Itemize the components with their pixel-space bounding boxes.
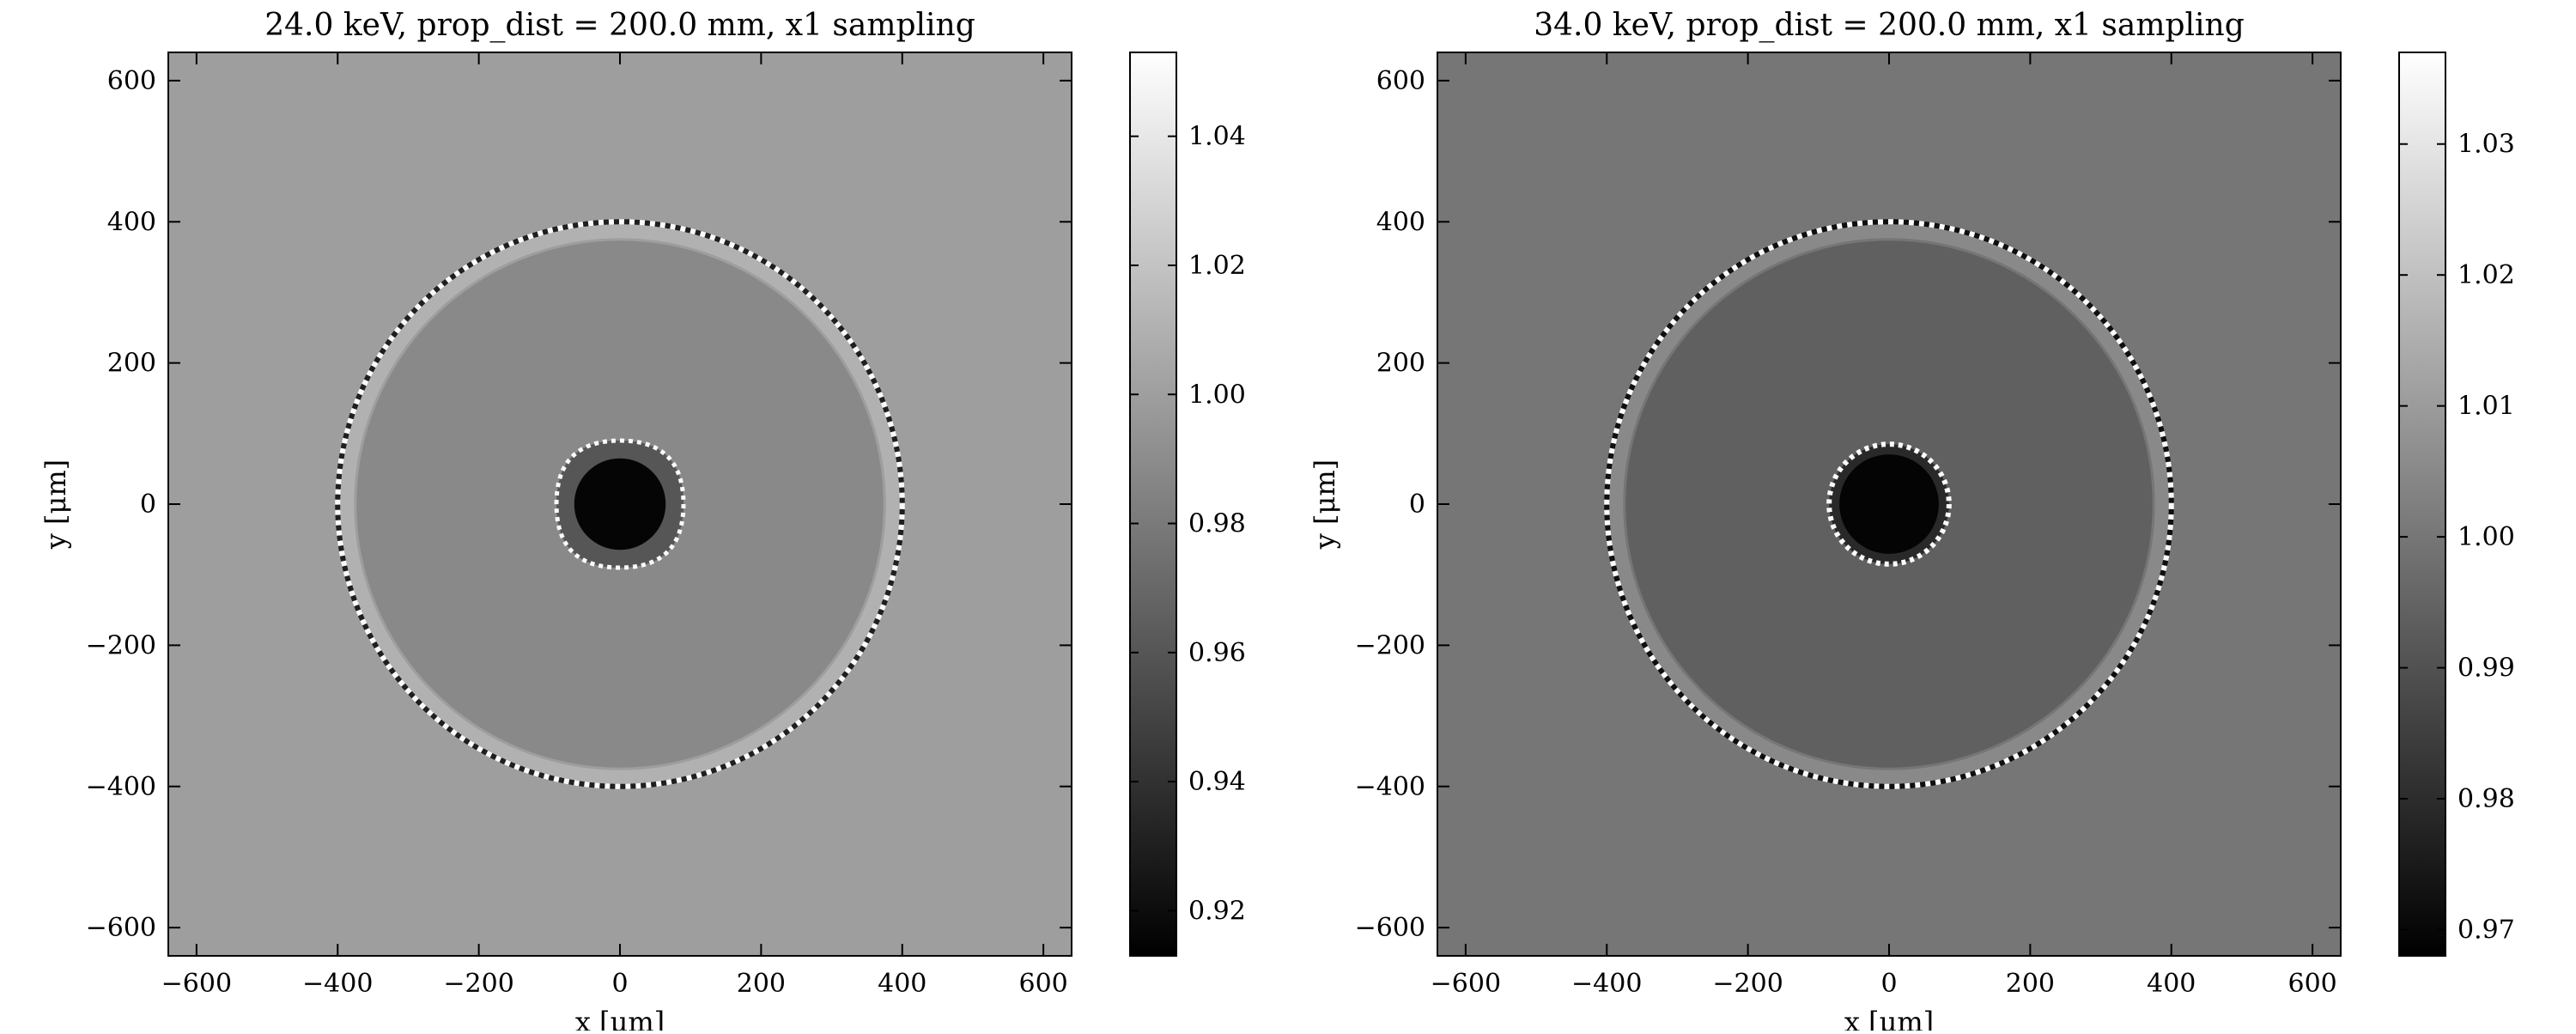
chart-title: 34.0 keV, prop_dist = 200.0 mm, x1 sampl… (1534, 8, 2245, 43)
outer-ring-band (1607, 222, 2171, 786)
y-tick-label: 600 (107, 66, 156, 96)
y-tick-label: −600 (86, 913, 156, 943)
x-tick-label: 400 (2147, 969, 2196, 999)
colorbar-gradient (2398, 52, 2446, 957)
y-tick-label: 200 (107, 349, 156, 379)
y-axis-label: y [μm] (1309, 459, 1341, 550)
y-tick-label: 0 (1409, 490, 1425, 520)
colorbar-gradient (1129, 52, 1177, 957)
y-tick-label: 400 (107, 207, 156, 237)
y-tick-label: −200 (86, 630, 156, 660)
x-tick-label: 200 (2006, 969, 2055, 999)
inner-object-core (1839, 454, 1939, 554)
colorbar-tick-label: 1.04 (1188, 122, 1246, 152)
x-tick-label: 0 (611, 969, 628, 999)
colorbar: 0.97 0.98 0.99 1.00 1.01 1.02 1.03 (2398, 52, 2515, 957)
inner-object-core (574, 458, 666, 550)
x-axis-label: x [μm] (1844, 1006, 1934, 1031)
y-tick-label: −400 (86, 772, 156, 802)
colorbar-tick-label: 0.94 (1188, 767, 1246, 797)
x-tick-label: 600 (2287, 969, 2336, 999)
colorbar: 0.92 0.94 0.96 0.98 1.00 1.02 1.04 (1129, 52, 1246, 957)
x-tick-label: −400 (302, 969, 373, 999)
y-tick-label: 400 (1376, 207, 1425, 237)
colorbar-tick-label: 0.99 (2458, 654, 2515, 684)
colorbar-tick-label: 1.02 (1188, 251, 1246, 281)
y-tick-label: −400 (1355, 772, 1425, 802)
panel-24kev: 24.0 keV, prop_dist = 200.0 mm, x1 sampl… (39, 8, 1246, 1034)
y-tick-label: 200 (1376, 349, 1425, 379)
colorbar-tick-label: 1.02 (2458, 260, 2515, 290)
outer-ring-band (338, 222, 902, 786)
y-axis-ticks: −600 −400 −200 0 200 400 600 (1355, 66, 2341, 943)
heatmap-image (168, 52, 1072, 956)
y-axis-label: y [μm] (39, 459, 72, 550)
y-tick-label: 600 (1376, 66, 1425, 96)
x-axis-ticks: −600 −400 −200 0 200 400 600 (1431, 52, 2337, 999)
outer-fringe-bright (1604, 219, 2174, 789)
y-tick-label: 0 (140, 490, 156, 520)
colorbar-tick-label: 0.97 (2458, 915, 2515, 946)
chart-title: 24.0 keV, prop_dist = 200.0 mm, x1 sampl… (264, 8, 975, 43)
colorbar-tick-label: 0.92 (1188, 896, 1246, 926)
x-tick-label: 600 (1018, 969, 1067, 999)
panel-34kev: 34.0 keV, prop_dist = 200.0 mm, x1 sampl… (1309, 8, 2515, 1034)
colorbar-tick-label: 1.00 (1188, 380, 1246, 410)
x-tick-label: 200 (737, 969, 786, 999)
x-tick-label: 0 (1880, 969, 1897, 999)
outer-fringe-bright (335, 219, 905, 789)
colorbar-tick-label: 1.03 (2458, 130, 2515, 160)
x-tick-label: −200 (443, 969, 513, 999)
colorbar-tick-label: 0.96 (1188, 638, 1246, 668)
x-axis-ticks: −600 −400 −200 0 200 400 600 (161, 52, 1068, 999)
x-tick-label: −600 (1431, 969, 1501, 999)
x-axis-label: x [μm] (575, 1006, 665, 1031)
x-tick-label: 400 (878, 969, 927, 999)
x-tick-label: −400 (1571, 969, 1642, 999)
y-axis-ticks: −600 −400 −200 0 200 400 600 (86, 66, 1072, 943)
x-tick-label: −200 (1712, 969, 1783, 999)
heatmap-image (1437, 52, 2341, 956)
colorbar-tick-label: 0.98 (1188, 509, 1246, 539)
x-tick-label: −600 (161, 969, 232, 999)
y-tick-label: −200 (1355, 630, 1425, 660)
y-tick-label: −600 (1355, 913, 1425, 943)
colorbar-tick-label: 1.00 (2458, 522, 2515, 552)
colorbar-tick-label: 1.01 (2458, 392, 2515, 422)
colorbar-tick-label: 0.98 (2458, 784, 2515, 814)
